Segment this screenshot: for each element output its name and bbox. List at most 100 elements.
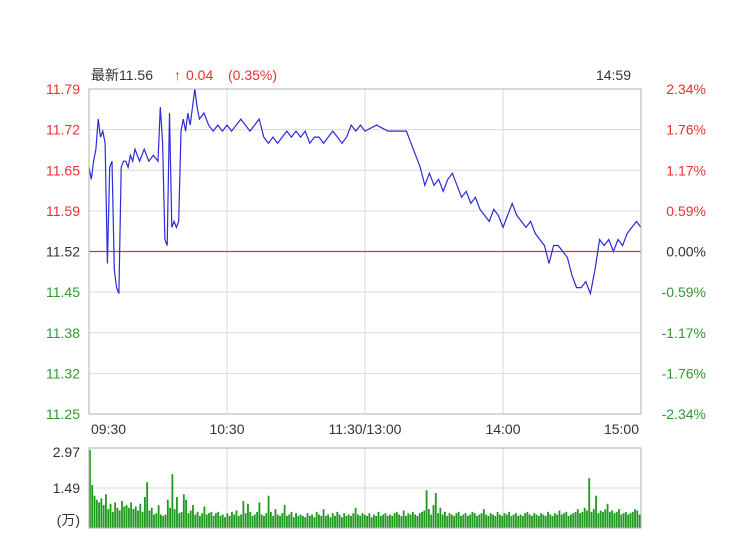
percent-axis-right: 2.34% 1.76% 1.17% 0.59% 0.00% -0.59% -1.17% -1.… — [662, 81, 706, 422]
volume-bar — [354, 507, 357, 528]
volume-bar — [283, 505, 286, 528]
volume-bar — [405, 515, 407, 528]
volume-bar — [469, 514, 472, 528]
volume-bar — [551, 515, 554, 528]
volume-bar — [356, 514, 359, 528]
volume-bar — [547, 511, 549, 528]
volume-bar — [373, 514, 375, 528]
volume-bar — [210, 511, 213, 528]
volume-bar — [205, 514, 208, 528]
volume-bar — [217, 511, 220, 528]
volume-bar — [450, 514, 453, 528]
volume-bar — [590, 511, 593, 528]
volume-bar — [482, 509, 485, 528]
volume-bar — [118, 510, 121, 528]
volume-bar — [263, 515, 265, 528]
volume-bar — [576, 509, 579, 528]
price-tick-label: 11.72 — [46, 122, 80, 138]
volume-bar — [295, 513, 297, 528]
volume-bar — [256, 511, 259, 528]
percent-tick-label: 1.17% — [666, 162, 706, 178]
volume-bar — [125, 505, 128, 528]
volume-bar — [324, 515, 327, 528]
volume-bar — [148, 510, 151, 528]
volume-bar — [340, 517, 343, 528]
volume-bar — [425, 490, 428, 528]
volume-axis: 2.97 1.49 (万) — [53, 444, 80, 528]
volume-bar — [553, 513, 556, 528]
volume-bar — [567, 515, 570, 528]
volume-bar — [515, 513, 517, 528]
volume-bar — [350, 515, 352, 528]
percent-tick-label: 0.00% — [666, 244, 706, 260]
volume-bar — [139, 503, 142, 528]
volume-bar — [588, 478, 591, 528]
volume-bar — [302, 515, 304, 528]
volume-bar — [169, 507, 171, 528]
volume-bar — [407, 513, 410, 528]
volume-bar — [439, 507, 442, 528]
volume-bar — [391, 515, 394, 528]
volume-bar — [182, 494, 185, 528]
volume-bar — [164, 514, 167, 528]
volume-bar — [602, 511, 604, 528]
volume-bar — [606, 503, 609, 528]
volume-bar — [247, 503, 249, 528]
volume-bar — [272, 515, 275, 528]
volume-bar — [285, 515, 288, 528]
volume-bar — [535, 514, 538, 528]
volume-bar — [489, 513, 492, 528]
volume-bar — [304, 517, 307, 528]
volume-bar — [214, 513, 217, 528]
volume-bar — [570, 514, 572, 528]
volume-bar — [627, 514, 630, 528]
volume-bar — [334, 515, 336, 528]
volume-bar — [384, 513, 387, 528]
volume-bar — [146, 482, 149, 528]
volume-bar — [251, 515, 254, 528]
change-value: 0.04 — [186, 67, 213, 83]
time-tick-label: 11:30/13:00 — [329, 421, 402, 437]
volume-bar — [105, 494, 107, 528]
volume-bar — [375, 515, 378, 528]
volume-bar — [565, 511, 568, 528]
volume-bar — [290, 511, 293, 528]
volume-bar — [308, 515, 311, 528]
volume-bar — [91, 484, 94, 528]
volume-bar — [526, 511, 529, 528]
volume-bar — [178, 513, 181, 528]
volume-bar — [444, 511, 446, 528]
volume-bar — [494, 515, 497, 528]
volume-bar — [89, 449, 91, 528]
volume-bar — [212, 515, 215, 528]
volume-bar — [402, 510, 405, 528]
volume-bar — [432, 505, 435, 528]
volume-bar — [107, 509, 110, 528]
percent-tick-label: 2.34% — [666, 81, 706, 97]
volume-bar — [382, 514, 385, 528]
volume-bar — [386, 515, 389, 528]
volume-bar — [219, 515, 222, 528]
volume-bar — [528, 514, 531, 528]
volume-bar — [95, 499, 98, 528]
volume-bar — [620, 514, 623, 528]
volume-bar — [201, 513, 204, 528]
percent-tick-label: 0.59% — [666, 203, 706, 219]
volume-bar — [318, 514, 320, 528]
volume-bar — [611, 510, 614, 528]
current-time: 14:59 — [596, 67, 631, 83]
volume-bar — [563, 513, 565, 528]
volume-bar — [492, 514, 494, 528]
volume-bar — [338, 514, 341, 528]
time-axis: 09:30 10:30 11:30/13:00 14:00 15:00 — [91, 421, 639, 437]
volume-bar — [498, 514, 501, 528]
latest-label: 最新 — [91, 67, 119, 83]
volume-bar — [395, 511, 398, 528]
volume-bar — [466, 515, 469, 528]
volume-bar — [441, 514, 444, 528]
volume-bar — [624, 511, 627, 528]
volume-bar — [176, 497, 178, 528]
volume-bar — [260, 514, 263, 528]
volume-bar — [153, 514, 155, 528]
volume-bar — [400, 515, 403, 528]
